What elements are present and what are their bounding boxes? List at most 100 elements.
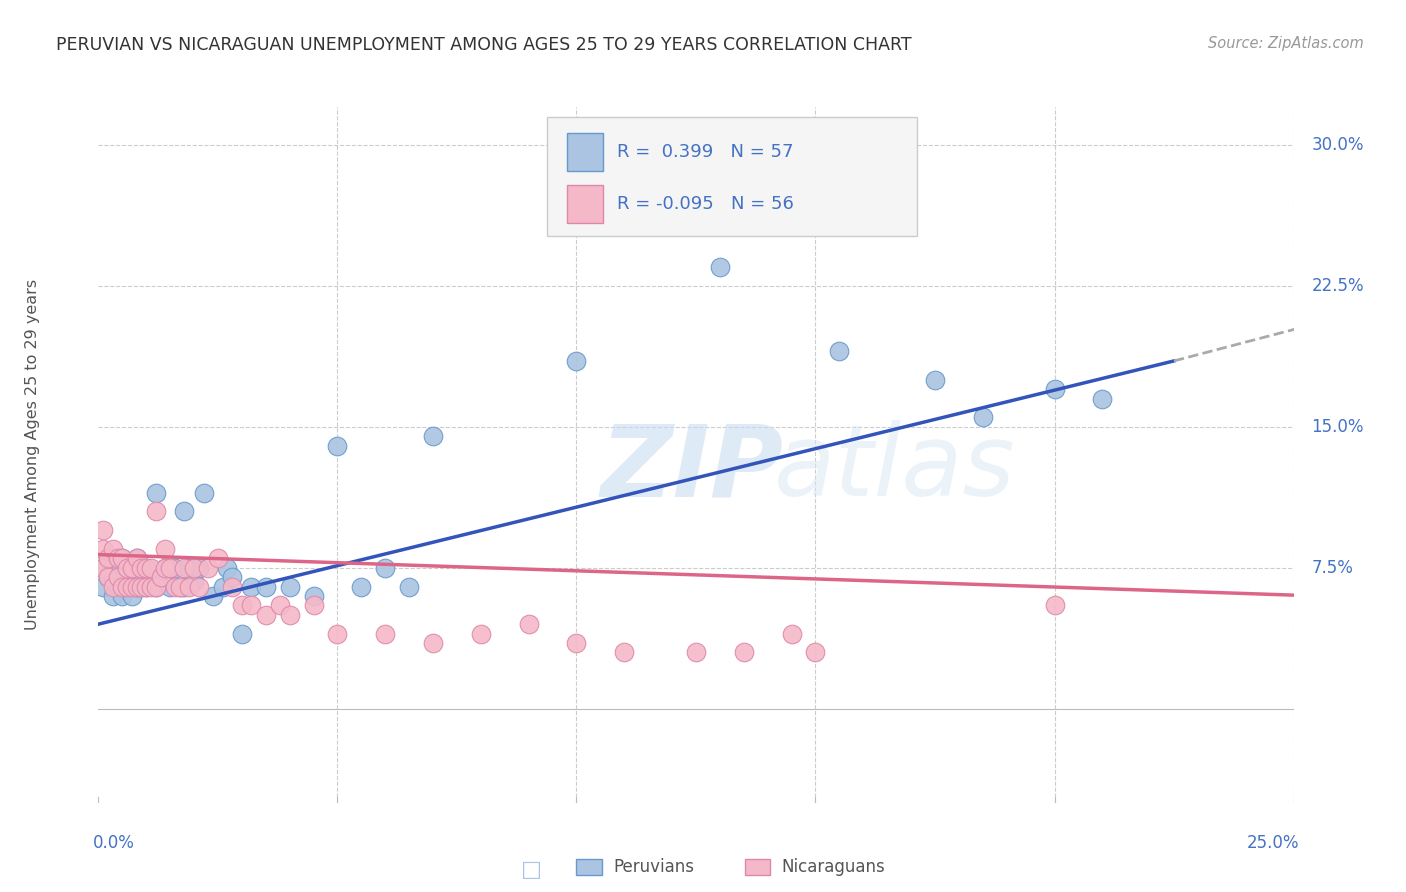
Point (125, 551, 148, 566)
Point (155, 541, 177, 556)
Point (91, 580, 114, 594)
Point (972, 410, 994, 425)
Bar (745, 859, 770, 875)
Point (111, 580, 134, 594)
Point (111, 551, 134, 566)
Point (169, 580, 191, 594)
Point (197, 560, 219, 574)
Point (97, 570, 120, 584)
Point (139, 580, 162, 594)
Point (101, 580, 124, 594)
Point (101, 541, 124, 556)
Point (145, 504, 167, 518)
Point (254, 580, 277, 594)
Point (107, 560, 129, 574)
Point (709, 260, 731, 274)
Point (1043, 382, 1066, 396)
Point (135, 560, 157, 574)
Text: □: □ (522, 860, 541, 880)
Text: 7.5%: 7.5% (1312, 558, 1354, 577)
Text: Peruvians: Peruvians (613, 858, 695, 876)
Point (326, 438, 349, 452)
Point (240, 580, 263, 594)
Point (221, 580, 243, 594)
Point (121, 580, 143, 594)
Point (733, 645, 755, 659)
Point (125, 580, 148, 594)
Point (517, 617, 540, 632)
Point (278, 607, 301, 622)
Point (804, 645, 827, 659)
Point (131, 560, 153, 574)
Point (131, 580, 153, 594)
Point (101, 589, 124, 603)
Point (135, 580, 157, 594)
Point (207, 551, 229, 566)
Text: 30.0%: 30.0% (1312, 136, 1364, 153)
Point (101, 570, 124, 584)
Point (173, 504, 195, 518)
Point (240, 599, 263, 613)
Point (107, 551, 129, 566)
Point (155, 560, 177, 574)
Point (398, 580, 420, 594)
Text: 15.0%: 15.0% (1312, 417, 1364, 435)
Point (302, 589, 325, 603)
Point (187, 580, 209, 594)
Point (115, 560, 138, 574)
Point (470, 626, 492, 640)
Point (107, 580, 129, 594)
Point (131, 580, 153, 594)
Point (278, 580, 301, 594)
Point (187, 560, 209, 574)
Point (145, 485, 167, 500)
FancyBboxPatch shape (547, 118, 917, 235)
Point (97, 551, 120, 566)
Point (326, 626, 349, 640)
Point (159, 560, 181, 574)
Point (111, 551, 134, 566)
Point (374, 560, 396, 574)
Point (107, 570, 129, 584)
Text: 0.0%: 0.0% (93, 834, 135, 852)
Point (193, 485, 215, 500)
Point (135, 560, 157, 574)
Point (121, 560, 143, 574)
Point (115, 560, 138, 574)
Text: Source: ZipAtlas.com: Source: ZipAtlas.com (1208, 36, 1364, 51)
Point (91, 541, 114, 556)
Point (139, 560, 162, 574)
Text: R = -0.095   N = 56: R = -0.095 N = 56 (617, 195, 794, 213)
Point (159, 580, 181, 594)
Point (231, 599, 253, 613)
Point (91, 523, 114, 537)
Point (179, 580, 201, 594)
Point (121, 589, 143, 603)
Point (155, 560, 177, 574)
Point (163, 580, 186, 594)
Point (202, 589, 225, 603)
Point (350, 580, 373, 594)
Point (221, 570, 243, 584)
Point (613, 645, 636, 659)
Point (91, 560, 114, 574)
Point (374, 626, 396, 640)
Point (149, 570, 172, 584)
Point (125, 580, 148, 594)
FancyBboxPatch shape (567, 186, 603, 223)
Text: PERUVIAN VS NICARAGUAN UNEMPLOYMENT AMONG AGES 25 TO 29 YEARS CORRELATION CHART: PERUVIAN VS NICARAGUAN UNEMPLOYMENT AMON… (56, 36, 912, 54)
Point (1091, 392, 1114, 406)
Point (145, 580, 167, 594)
Point (422, 429, 444, 443)
Point (254, 607, 277, 622)
Text: ZIP: ZIP (600, 420, 783, 517)
Point (269, 599, 291, 613)
Point (302, 599, 325, 613)
Point (685, 645, 707, 659)
Point (565, 636, 588, 650)
Text: R =  0.399   N = 57: R = 0.399 N = 57 (617, 143, 793, 161)
Bar (576, 859, 602, 875)
Point (121, 560, 143, 574)
Point (145, 580, 167, 594)
Point (97, 570, 120, 584)
